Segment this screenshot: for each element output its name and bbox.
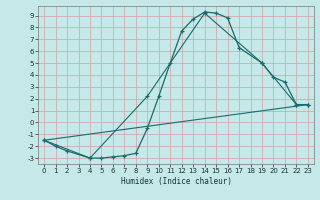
- X-axis label: Humidex (Indice chaleur): Humidex (Indice chaleur): [121, 177, 231, 186]
